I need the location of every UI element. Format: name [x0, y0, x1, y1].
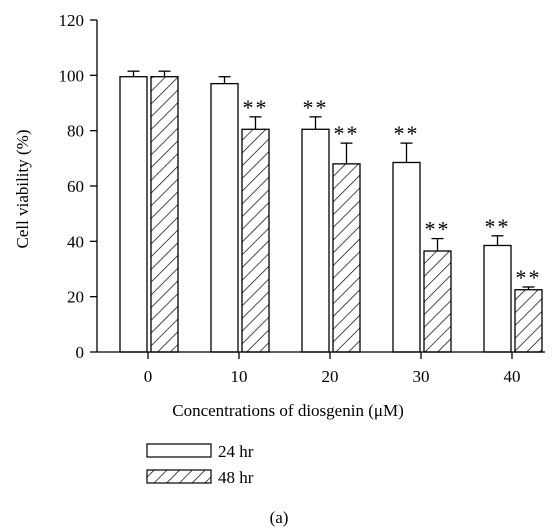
bar-48hr-40 — [514, 289, 543, 353]
significance-marker: ** — [425, 217, 451, 242]
y-tick-label: 60 — [67, 177, 84, 196]
significance-marker: ** — [243, 95, 269, 120]
legend: 24 hr 48 hr — [146, 442, 254, 487]
legend-swatch-24hr — [146, 443, 212, 458]
significance-marker: ** — [516, 265, 542, 290]
x-tick-label: 30 — [413, 367, 430, 386]
y-tick-label: 100 — [59, 66, 85, 85]
significance-marker: ** — [394, 121, 420, 146]
bar-24hr-40 — [483, 244, 512, 353]
x-tick-label: 40 — [504, 367, 521, 386]
y-tick-label: 120 — [59, 11, 85, 30]
y-tick-label: 40 — [67, 232, 84, 251]
y-tick-label: 0 — [76, 343, 85, 362]
significance-marker: ** — [303, 95, 329, 120]
x-tick-label: 10 — [231, 367, 248, 386]
legend-label-48hr: 48 hr — [218, 468, 254, 487]
y-axis-label: Cell viability (%) — [13, 130, 32, 249]
bar-48hr-20 — [332, 163, 361, 353]
legend-label-24hr: 24 hr — [218, 442, 254, 461]
bar-24hr-0 — [119, 76, 148, 353]
bar-48hr-30 — [423, 250, 452, 353]
x-tick-label: 20 — [322, 367, 339, 386]
legend-swatch-48hr — [146, 469, 212, 484]
panel-label: (a) — [270, 508, 289, 527]
significance-marker: ** — [334, 121, 360, 146]
bar-24hr-10 — [210, 82, 239, 353]
y-tick-label: 20 — [67, 288, 84, 307]
bar-48hr-10 — [241, 128, 270, 353]
bar-24hr-20 — [301, 128, 330, 353]
axes-layer: 0 20 40 60 80 100 120 0 10 20 30 40 — [59, 11, 545, 386]
bar-24hr-30 — [392, 161, 421, 353]
bars-layer: ************** — [119, 70, 543, 353]
bar-48hr-0 — [150, 76, 179, 353]
y-tick-label: 80 — [67, 122, 84, 141]
x-tick-label: 0 — [144, 367, 153, 386]
x-axis-label: Concentrations of diosgenin (μM) — [172, 401, 404, 420]
significance-marker: ** — [485, 214, 511, 239]
